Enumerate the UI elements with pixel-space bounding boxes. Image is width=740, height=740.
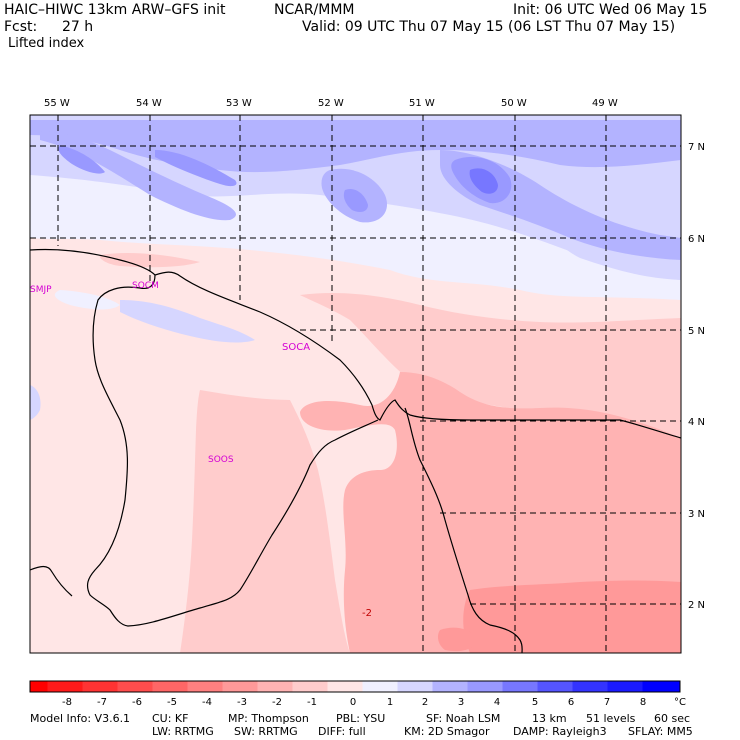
lon-label: 53 W	[226, 98, 252, 109]
shaded-field	[30, 115, 681, 653]
model-info-version: Model Info: V3.6.1	[30, 712, 131, 725]
lon-label: 51 W	[409, 98, 435, 109]
model-info-dt: 60 sec	[654, 712, 691, 725]
station-label-socm: SOCM	[132, 281, 159, 291]
init-time: Init: 06 UTC Wed 06 May 15	[513, 2, 708, 18]
station-label-smjp: SMJP	[30, 285, 52, 295]
lon-label: 54 W	[136, 98, 162, 109]
model-info-levels: 51 levels	[586, 712, 636, 725]
colorbar-tick: 1	[387, 697, 393, 708]
colorbar-tick: -1	[307, 697, 317, 708]
colorbar-tick: 8	[640, 697, 646, 708]
model-info-sw: SW: RRTMG	[234, 725, 298, 738]
field-name: Lifted index	[8, 36, 85, 51]
station-label-soca: SOCA	[282, 342, 310, 353]
station-label-soos: SOOS	[208, 455, 234, 465]
lon-label: 52 W	[318, 98, 344, 109]
colorbar-tick: -2	[272, 697, 282, 708]
colorbar-tick: 7	[604, 697, 610, 708]
contour-label: -2	[362, 608, 372, 619]
fcst-value: 27 h	[62, 19, 94, 35]
colorbar-unit: °C	[674, 697, 686, 708]
lat-label: 4 N	[688, 417, 705, 428]
fcst-label: Fcst:	[4, 19, 38, 35]
plot-frame	[29, 114, 682, 654]
graticule	[30, 115, 681, 653]
colorbar-tick: -3	[237, 697, 247, 708]
colorbar-tick: -6	[132, 697, 142, 708]
colorbar-tick: 5	[532, 697, 538, 708]
colorbar-tick: 2	[422, 697, 428, 708]
model-info-diff: DIFF: full	[318, 725, 366, 738]
lat-label: 2 N	[688, 600, 705, 611]
colorbar-tick: -7	[97, 697, 107, 708]
colorbar-tick: 4	[494, 697, 500, 708]
model-title: HAIC–HIWC 13km ARW–GFS init	[4, 2, 226, 18]
model-info-mp: MP: Thompson	[228, 712, 309, 725]
model-info-damp: DAMP: Rayleigh3	[513, 725, 607, 738]
model-info-km: KM: 2D Smagor	[404, 725, 490, 738]
lon-label: 55 W	[44, 98, 70, 109]
colorbar-tick: 3	[458, 697, 464, 708]
coastline	[30, 248, 681, 653]
model-info-lw: LW: RRTMG	[152, 725, 214, 738]
model-info-res: 13 km	[532, 712, 567, 725]
lon-label: 50 W	[501, 98, 527, 109]
lat-label: 5 N	[688, 326, 705, 337]
lon-label: 49 W	[592, 98, 618, 109]
center-name: NCAR/MMM	[274, 2, 355, 18]
lat-label: 7 N	[688, 142, 705, 153]
colorbar-ticks: -8 -7 -6 -5 -4 -3 -2 -1 0 1 2 3 4 5 6 7 …	[62, 697, 686, 708]
colorbar-tick: -8	[62, 697, 72, 708]
colorbar-tick: -4	[202, 697, 212, 708]
model-info-cu: CU: KF	[152, 712, 189, 725]
colorbar	[29, 680, 681, 693]
model-info-sflay: SFLAY: MM5	[628, 725, 693, 738]
model-info-pbl: PBL: YSU	[336, 712, 386, 725]
lat-label: 6 N	[688, 234, 705, 245]
valid-time: Valid: 09 UTC Thu 07 May 15 (06 LST Thu …	[302, 19, 676, 35]
lat-label: 3 N	[688, 509, 705, 520]
model-info-sf: SF: Noah LSM	[426, 712, 501, 725]
colorbar-tick: 0	[350, 697, 356, 708]
colorbar-tick: -5	[167, 697, 177, 708]
colorbar-tick: 6	[568, 697, 574, 708]
